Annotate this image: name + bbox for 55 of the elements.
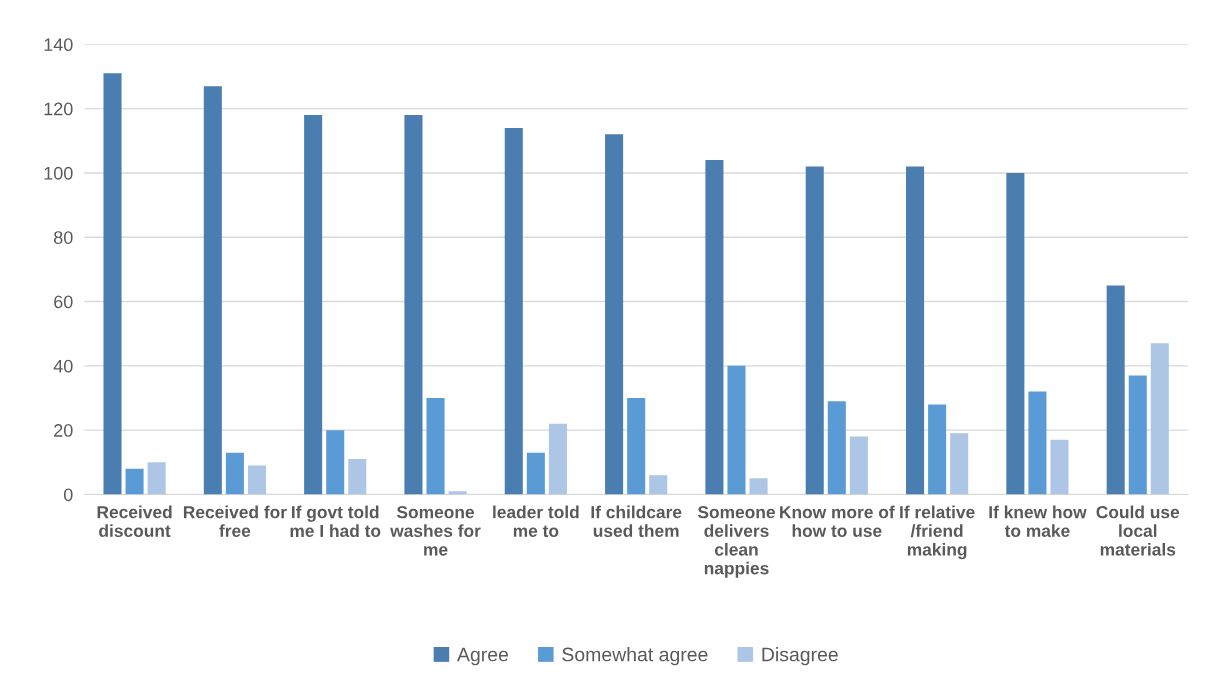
- y-tick-label: 100: [44, 166, 73, 180]
- bar: [705, 160, 724, 495]
- bar: [805, 166, 824, 495]
- bar: [849, 436, 868, 495]
- y-tick-label: 40: [53, 359, 73, 373]
- x-tick-label: Could use local materials: [1096, 505, 1180, 556]
- bar: [906, 166, 925, 495]
- bar: [147, 462, 166, 495]
- bar: [203, 86, 222, 495]
- legend-label: Agree: [457, 647, 509, 666]
- y-tick-label: 80: [54, 231, 73, 244]
- bar: [526, 452, 545, 495]
- bar: [304, 115, 323, 495]
- x-tick-label: Received discount: [97, 505, 172, 538]
- x-tick-label: Know more of how to use: [780, 505, 895, 538]
- bar: [548, 423, 567, 495]
- bar: [404, 115, 423, 495]
- bar: [1150, 343, 1169, 495]
- x-tick-label: leader told me to: [493, 505, 579, 538]
- x-tick-label: If relative /friend making: [900, 505, 975, 560]
- legend-label: Somewhat agree: [562, 647, 708, 666]
- bar: [727, 365, 746, 495]
- bar: [247, 465, 266, 495]
- x-tick-label: If childcare used them: [591, 505, 682, 538]
- y-tick-label: 120: [44, 102, 73, 116]
- bar: [627, 398, 646, 495]
- bar: [950, 433, 969, 495]
- bar: [225, 452, 244, 495]
- y-tick-label: 20: [54, 424, 73, 437]
- bar: [605, 134, 624, 495]
- bar: [1050, 439, 1069, 495]
- bar: [1028, 391, 1047, 495]
- bar: [448, 491, 467, 495]
- x-tick-label: Received for free: [183, 505, 287, 538]
- bar: [348, 459, 367, 495]
- y-tick-label: 60: [54, 295, 73, 309]
- x-tick-label: Someone delivers clean nappies: [697, 506, 775, 578]
- bar: [749, 478, 768, 495]
- bar: [504, 127, 523, 495]
- bar: [1128, 375, 1147, 495]
- bar: [426, 398, 445, 495]
- legend-label: Disagree: [762, 647, 838, 666]
- bar: [827, 401, 846, 495]
- x-tick-label: Someone washes for me: [390, 506, 481, 556]
- x-tick-label: If govt told me I had to: [290, 505, 381, 538]
- bar: [103, 73, 122, 495]
- bar: [125, 468, 144, 495]
- y-tick-label: 0: [63, 488, 73, 502]
- bar: [649, 475, 668, 495]
- bar: [928, 404, 947, 495]
- bar: [1006, 172, 1025, 495]
- y-tick-label: 140: [44, 38, 73, 52]
- bar: [1106, 285, 1125, 495]
- x-tick-label: If knew how to make: [989, 505, 1087, 538]
- bar: [326, 430, 345, 495]
